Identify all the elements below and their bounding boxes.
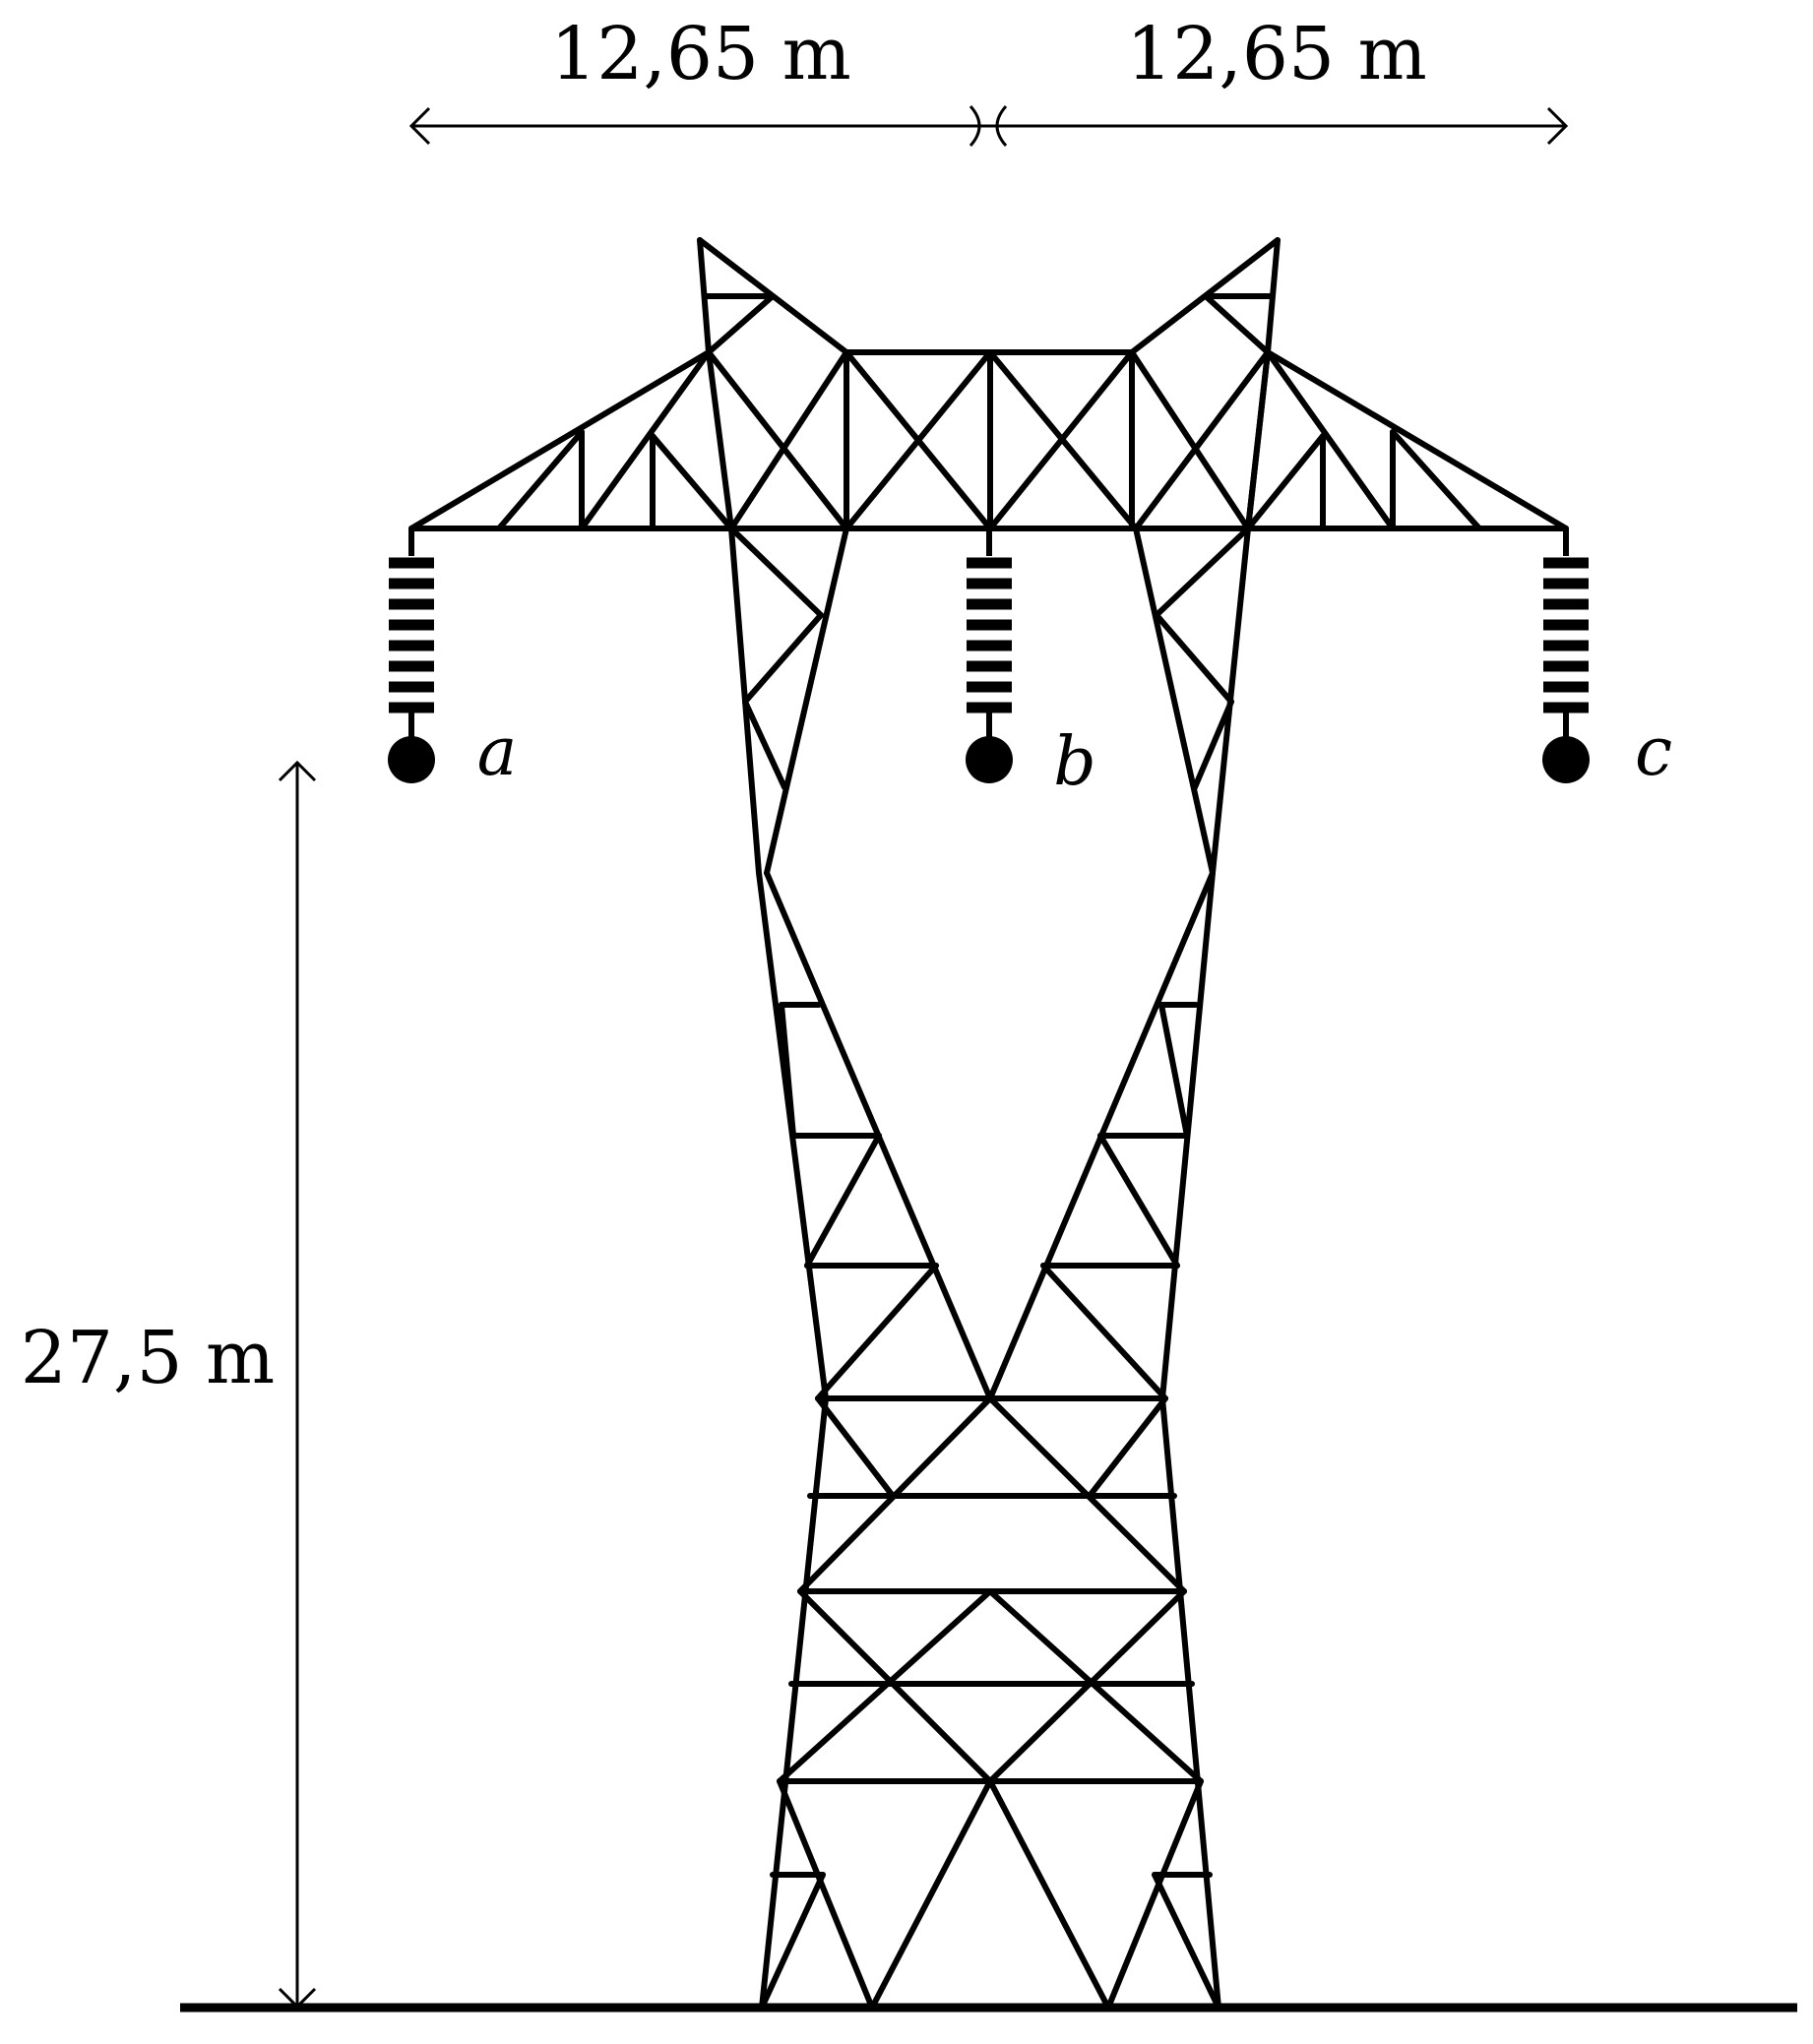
phase-label-b: b xyxy=(1053,723,1096,801)
insulator-b xyxy=(967,528,1012,740)
conductor-a xyxy=(388,736,435,783)
spacing-right-label: 12,65 m xyxy=(1126,12,1427,96)
spacing-left-label: 12,65 m xyxy=(550,12,851,96)
insulator-a xyxy=(389,528,434,740)
tower-structure xyxy=(408,237,1569,2011)
vertical-dimension-arrow xyxy=(278,760,317,2010)
phase-label-c: c xyxy=(1635,713,1672,791)
conductor-c xyxy=(1542,736,1590,783)
horizontal-dimension-arrows xyxy=(408,104,1569,148)
height-label: 27,5 m xyxy=(21,1316,275,1400)
conductor-b xyxy=(966,736,1013,783)
insulator-c xyxy=(1543,528,1589,740)
phase-label-a: a xyxy=(477,713,518,791)
